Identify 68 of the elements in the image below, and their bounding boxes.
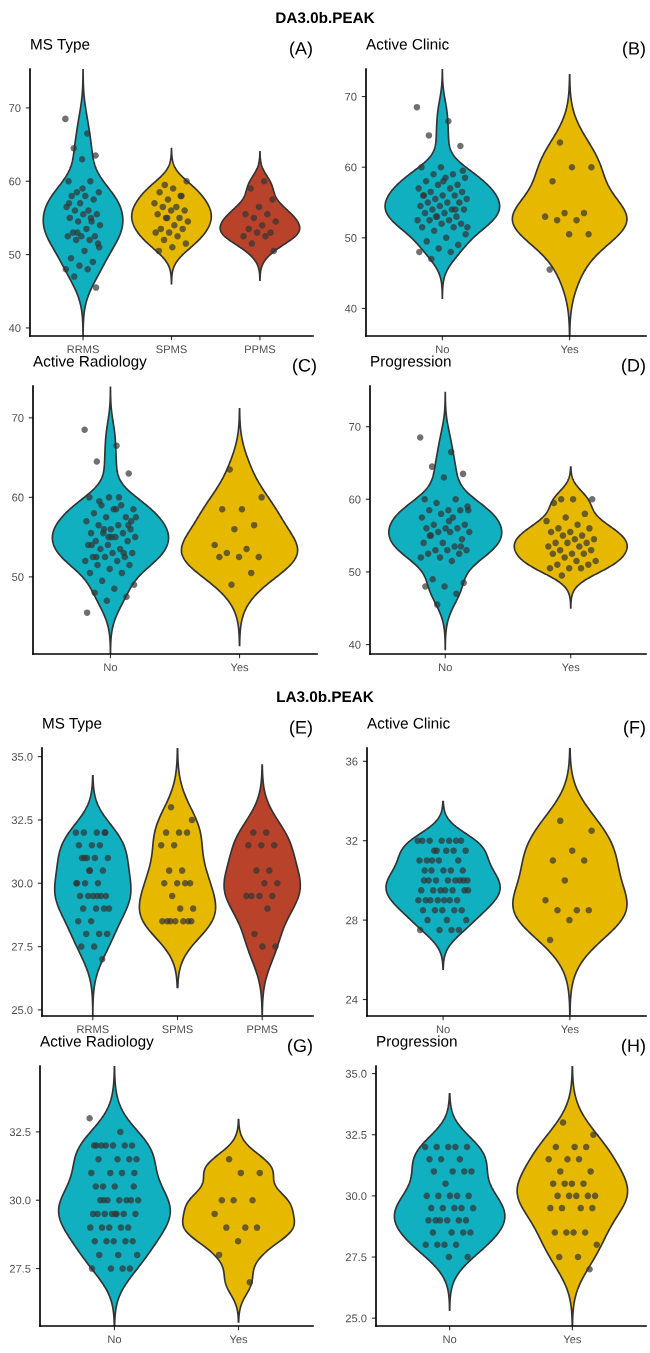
chart-title: Progression <box>377 1035 457 1050</box>
y-tick-label: 60 <box>345 163 357 172</box>
x-tick-label: PPMS <box>247 1025 278 1034</box>
chart-title: MS Type <box>31 38 90 53</box>
text: DA3.0b.PEAK <box>276 11 375 24</box>
x-tick-label: RRMS <box>77 1025 109 1034</box>
y-tick-label: 70 <box>349 422 361 431</box>
text: (G) <box>288 1038 312 1056</box>
x-tick-label: PPMS <box>245 345 276 354</box>
y-tick-label: 60 <box>349 495 361 504</box>
x-tick-label: SPMS <box>156 345 187 354</box>
x-tick-label: RRMS <box>67 345 99 354</box>
x-tick-label: No <box>436 1025 450 1034</box>
text: (H) <box>622 1038 645 1056</box>
x-tick-label: No <box>436 345 449 354</box>
y-tick-label: 36 <box>346 757 358 766</box>
chart-title: Active Radiology <box>40 1035 154 1050</box>
y-tick-label: 32.5 <box>9 1128 31 1137</box>
y-tick-label: 30.0 <box>345 1192 367 1201</box>
y-tick-label: 32 <box>346 836 358 845</box>
x-tick-label: Yes <box>230 663 249 672</box>
y-tick-label: 60 <box>12 493 24 502</box>
chart-title: MS Type <box>43 717 102 732</box>
y-tick-label: 35.0 <box>11 752 33 761</box>
y-tick-label: 50 <box>9 250 21 259</box>
y-tick-label: 30.0 <box>11 879 33 888</box>
text: (A) <box>290 41 312 59</box>
y-tick-label: 50 <box>349 568 361 577</box>
text: (E) <box>290 720 312 738</box>
x-tick-label: Yes <box>563 1335 582 1344</box>
x-tick-label: Yes <box>229 1335 248 1344</box>
x-tick-label: SPMS <box>162 1025 193 1034</box>
x-tick-label: Yes <box>561 663 580 672</box>
chart-title: Active Clinic <box>366 38 449 50</box>
text: (D) <box>622 358 645 376</box>
y-tick-label: 50 <box>12 573 24 581</box>
y-tick-label: 50 <box>345 234 357 242</box>
y-tick-label: 27.5 <box>11 942 33 951</box>
y-tick-label: 32.5 <box>11 816 33 825</box>
y-tick-label: 25.0 <box>345 1314 367 1323</box>
chart-title: Active Radiology <box>33 355 147 370</box>
chart-title: Active Clinic <box>367 717 450 729</box>
y-tick-label: 30.0 <box>9 1196 31 1205</box>
y-tick-label: 70 <box>9 104 21 113</box>
y-tick-label: 24 <box>346 995 358 1004</box>
y-tick-label: 70 <box>345 92 357 101</box>
y-tick-label: 70 <box>12 414 24 422</box>
y-tick-label: 40 <box>348 640 361 649</box>
y-tick-label: 32.5 <box>345 1131 367 1139</box>
x-tick-label: Yes <box>561 1025 579 1034</box>
x-tick-label: No <box>443 1335 457 1344</box>
text: (C) <box>293 358 316 376</box>
y-tick-label: 25.0 <box>11 1006 33 1015</box>
x-tick-label: No <box>439 663 452 672</box>
y-tick-label: 28 <box>346 916 358 925</box>
y-tick-label: 60 <box>9 177 21 186</box>
y-tick-label: 40 <box>8 324 21 333</box>
x-tick-label: Yes <box>560 345 579 354</box>
text: (F) <box>624 720 645 738</box>
y-tick-label: 40 <box>344 304 357 313</box>
text: LA3.0b.PEAK <box>277 690 374 703</box>
x-tick-label: No <box>108 1335 122 1344</box>
x-tick-label: No <box>104 663 118 672</box>
y-tick-label: 27.5 <box>9 1264 31 1273</box>
text: (B) <box>623 41 645 59</box>
y-tick-label: 35.0 <box>345 1069 367 1078</box>
chart-title: Progression <box>371 355 451 370</box>
y-tick-label: 27.5 <box>345 1253 367 1262</box>
